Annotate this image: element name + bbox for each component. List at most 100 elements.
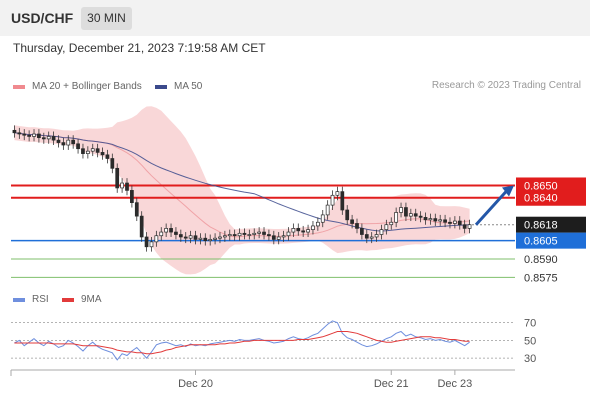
candle-body [27,134,31,137]
candle [90,143,95,157]
candle [467,219,472,234]
level-label-0.8575: 0.8575 [524,272,558,284]
candle-body [71,139,76,145]
candle [399,202,403,218]
candle [149,236,154,252]
ma50-line [14,132,470,232]
candle [247,229,252,240]
candle-body [404,207,408,217]
candle-body [247,234,252,236]
candle [443,214,447,228]
candle [95,143,100,158]
candle-body [374,234,379,238]
candle-body [457,220,462,226]
candle [242,228,247,240]
candle [115,163,120,193]
candle [389,217,394,230]
candle-body [178,234,183,238]
candle-body [443,219,447,223]
legend-9ma: 9MA [62,294,102,305]
candle-body [281,235,286,238]
candle-body [51,136,56,141]
candle-body [159,231,164,237]
candle [315,217,320,231]
candle [12,125,17,138]
candle-body [85,150,90,154]
candle-body [139,215,144,238]
candle [428,213,433,225]
candle [81,143,85,159]
level-tag-0.8640 [516,189,586,206]
candle-body [208,239,213,241]
candle [345,205,350,225]
candle-body [379,229,384,235]
candle-body [125,182,129,191]
candle-body [56,139,61,143]
candle-body [355,223,359,229]
level-label-0.8605: 0.8605 [524,236,558,248]
candle [384,219,389,235]
candle [100,147,105,160]
candle-body [227,234,232,237]
candle-body [296,228,301,232]
candle-body [276,236,281,240]
candle-body [110,158,115,169]
candle-body [433,218,438,222]
candle [41,132,46,144]
candle [76,138,80,154]
candle-body [242,232,247,235]
chart-header: USD/CHF 30 MIN [0,0,590,36]
legend-ma50-swatch [155,84,167,89]
timeframe-badge[interactable]: 30 MIN [81,7,132,30]
legend-rsi: RSI [13,294,49,305]
candle [237,228,242,241]
candle [252,228,257,240]
symbol-label: USD/CHF [11,10,74,26]
candle [350,214,354,229]
candle [154,230,159,247]
candle-body [257,231,261,234]
candle [335,186,340,201]
chart-datetime: Thursday, December 21, 2023 7:19:58 AM C… [13,41,266,55]
candle-body [291,228,296,233]
legend-bollinger-label: MA 20 + Bollinger Bands [32,81,142,92]
candle-body [408,213,413,217]
candle-body [306,229,310,233]
candle [37,129,41,143]
candle [130,185,134,208]
candle-body [183,236,188,239]
candle-body [267,234,271,237]
candle [301,225,306,237]
candle-body [237,232,242,237]
candle-body [134,202,139,217]
x-tick-label-Dec 20: Dec 20 [178,378,213,390]
candle-body [203,237,208,241]
candle-body [335,191,340,196]
candle-body [154,235,159,243]
candle-body [90,148,95,152]
candle [276,232,281,245]
candle-body [330,194,335,206]
candle [262,227,266,240]
level-tag-0.8605 [516,232,586,249]
candle-body [364,234,369,239]
level-label-0.8590: 0.8590 [524,254,558,266]
candle-body [46,136,51,140]
rsi-tick-70: 70 [524,318,536,330]
candle [46,131,51,144]
candle [438,214,443,226]
candle [296,223,301,236]
candle [379,224,384,240]
level-label-0.8650: 0.8650 [524,180,558,192]
x-tick-label-Dec 23: Dec 23 [437,378,472,390]
candle [291,223,296,237]
candle-body [218,236,222,239]
candle-body [384,224,389,230]
candle-body [188,235,193,239]
candle [462,219,467,234]
candle-body [232,234,237,237]
candle-body [81,148,85,154]
candle [178,229,183,242]
candle-body [394,212,399,223]
